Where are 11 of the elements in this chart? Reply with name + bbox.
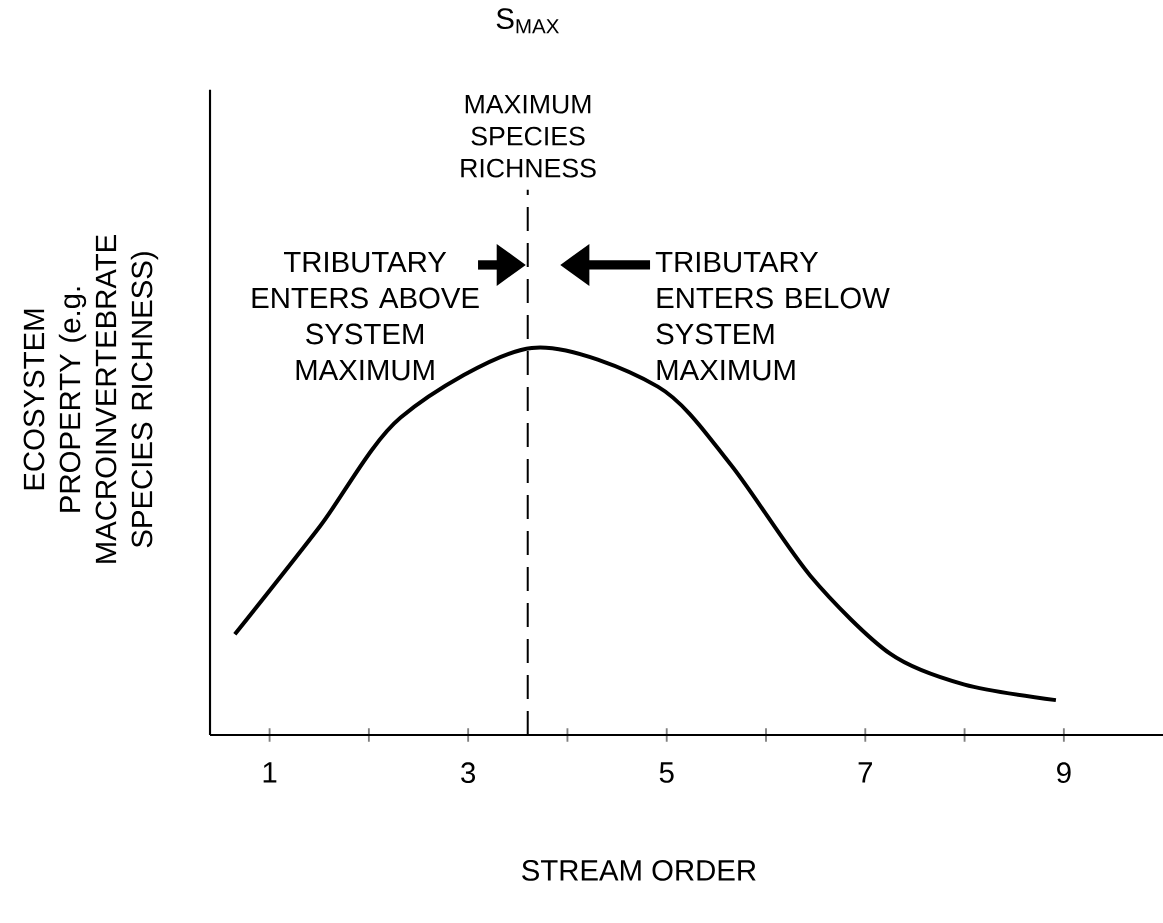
x-tick-label: 1 bbox=[263, 762, 277, 783]
y-axis-title: ECOSYSTEM PROPERTY (e.g. MACROINVERTEBRATE SPECIES RICHNESS) bbox=[23, 235, 159, 563]
text: MAXIMUM SPECIES RICHNESS bbox=[461, 94, 596, 178]
x-tick-label: 9 bbox=[1057, 762, 1071, 784]
x-axis-title: STREAM ORDER bbox=[522, 860, 756, 881]
x-tick-label: 3 bbox=[461, 762, 476, 784]
x-tick-label: 7 bbox=[858, 762, 872, 783]
annotation: TRIBUTARY ENTERS BELOW SYSTEM MAXIMUM bbox=[655, 251, 890, 381]
annotation: TRIBUTARY ENTERS ABOVE SYSTEM MAXIMUM bbox=[252, 251, 479, 381]
ref-line-label: S$_{MAX}$ bbox=[496, 8, 559, 34]
x-tick-label: 5 bbox=[659, 762, 674, 783]
